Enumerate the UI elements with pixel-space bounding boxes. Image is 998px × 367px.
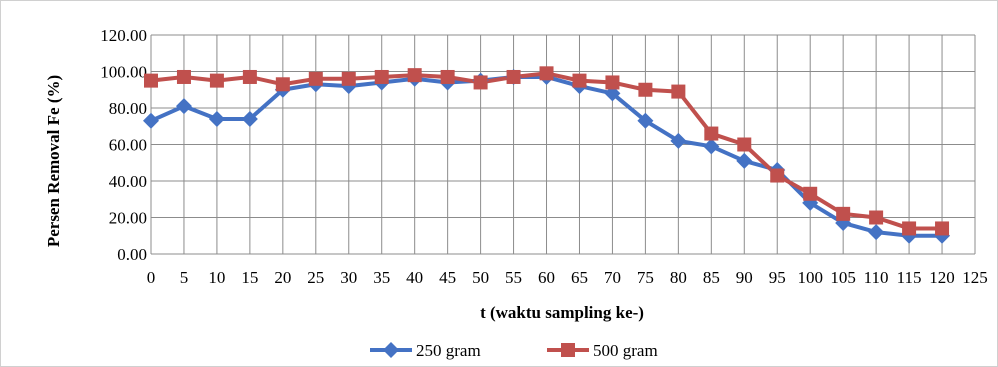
x-tick-label: 50 [472, 268, 489, 287]
data-point [736, 152, 753, 169]
x-tick-label: 75 [637, 268, 654, 287]
data-point [638, 82, 653, 97]
data-point [539, 66, 554, 81]
data-point [143, 112, 159, 129]
data-point [407, 68, 422, 83]
data-point [374, 69, 389, 84]
x-tick-label: 30 [340, 268, 357, 287]
data-point [176, 69, 191, 84]
legend-label: 250 gram [416, 341, 481, 360]
x-tick-label: 90 [736, 268, 753, 287]
data-point [770, 168, 785, 183]
data-point [704, 126, 719, 141]
data-point [175, 98, 192, 115]
data-point [803, 186, 818, 201]
data-point [440, 69, 455, 84]
data-point [637, 112, 654, 129]
data-point [671, 84, 686, 99]
x-tick-label: 45 [439, 268, 456, 287]
y-tick-label: 40.00 [109, 172, 147, 191]
data-point [902, 221, 917, 236]
y-tick-label: 0.00 [117, 245, 147, 264]
y-tick-label: 80.00 [109, 99, 147, 118]
data-point [208, 110, 225, 127]
x-tick-label: 70 [604, 268, 621, 287]
data-point [341, 71, 356, 86]
data-point [670, 132, 687, 149]
x-axis-title: t (waktu sampling ke-) [480, 303, 644, 322]
data-point [703, 138, 720, 155]
x-tick-label: 20 [274, 268, 291, 287]
x-tick-label: 35 [373, 268, 390, 287]
series-markers [143, 66, 951, 244]
x-tick-labels: 0 5 10 15 20 25 30 35 40 45 50 55 60 65 70 75 80 85 90 95 10… [147, 268, 988, 287]
x-tick-label: 110 [864, 268, 889, 287]
legend-marker [383, 342, 399, 358]
x-tick-label: 115 [897, 268, 922, 287]
grid [150, 34, 976, 255]
x-tick-label: 100 [797, 268, 823, 287]
axes [150, 35, 975, 255]
legend-label: 500 gram [593, 341, 658, 360]
legend: 250 gram 500 gram [370, 341, 658, 360]
data-point [572, 73, 587, 88]
data-point [209, 73, 224, 88]
y-tick-label: 120.00 [100, 26, 147, 45]
data-point [275, 77, 290, 92]
x-tick-label: 60 [538, 268, 555, 287]
x-tick-label: 120 [929, 268, 955, 287]
data-point [144, 73, 158, 88]
data-point [935, 221, 950, 236]
x-tick-label: 10 [208, 268, 225, 287]
data-point [605, 75, 620, 90]
x-tick-label: 65 [571, 268, 588, 287]
data-point [308, 71, 323, 86]
data-point [241, 110, 258, 127]
data-point [737, 137, 752, 152]
legend-marker [561, 343, 575, 357]
data-point [836, 206, 851, 221]
x-tick-label: 85 [703, 268, 720, 287]
data-point [506, 69, 521, 84]
x-tick-label: 40 [406, 268, 423, 287]
x-tick-label: 55 [505, 268, 522, 287]
data-point [473, 75, 488, 90]
x-tick-label: 25 [307, 268, 324, 287]
data-point [869, 210, 884, 225]
y-tick-label: 60.00 [109, 136, 147, 155]
x-tick-label: 15 [241, 268, 258, 287]
x-tick-label: 0 [147, 268, 156, 287]
x-tick-label: 80 [670, 268, 687, 287]
x-tick-label: 125 [962, 268, 988, 287]
y-tick-label: 20.00 [109, 209, 147, 228]
x-tick-label: 5 [180, 268, 189, 287]
data-point [242, 69, 257, 84]
y-tick-label: 100.00 [100, 63, 147, 82]
data-point [868, 224, 885, 241]
x-tick-label: 105 [830, 268, 856, 287]
y-axis-title: Persen Removal Fe (%) [44, 75, 63, 247]
x-tick-label: 95 [769, 268, 786, 287]
y-tick-labels: 0.00 20.00 40.00 60.00 80.00 100.00 120.00 [100, 26, 147, 264]
